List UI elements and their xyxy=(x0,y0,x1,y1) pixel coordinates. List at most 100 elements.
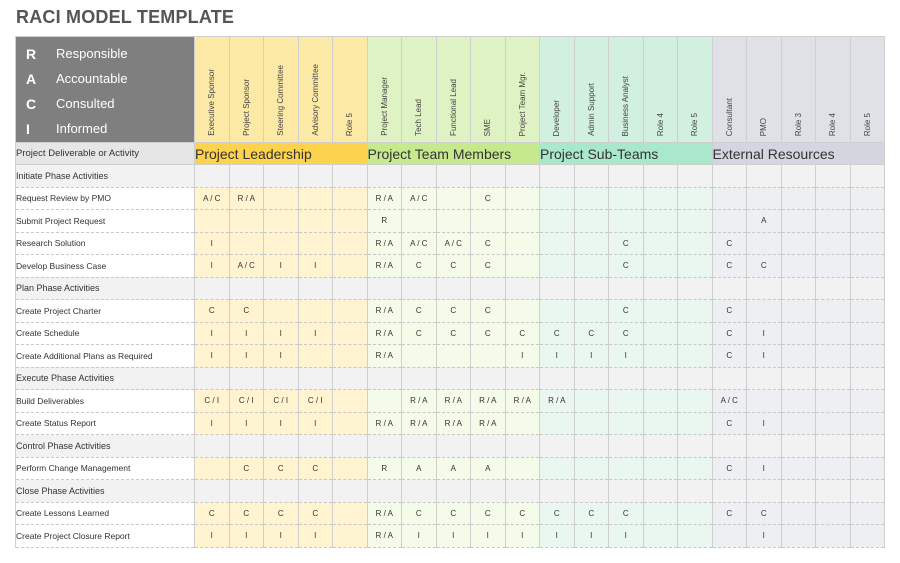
raci-cell xyxy=(332,501,368,525)
phase-cell xyxy=(677,164,713,188)
raci-cell xyxy=(815,524,851,548)
phase-cell xyxy=(815,276,851,300)
raci-cell xyxy=(780,344,816,368)
raci-cell xyxy=(815,186,851,210)
phase-cell xyxy=(711,276,747,300)
raci-cell: C xyxy=(711,231,747,255)
phase-cell xyxy=(746,479,782,503)
raci-cell: C xyxy=(297,501,333,525)
phase-cell xyxy=(711,479,747,503)
phase-cell xyxy=(642,164,678,188)
phase-cell xyxy=(228,479,264,503)
raci-cell xyxy=(849,501,885,525)
legend-label: Accountable xyxy=(56,71,128,86)
role-header-label: Admin Support xyxy=(586,83,596,136)
legend-item: R Responsible xyxy=(26,41,194,66)
raci-cell: I xyxy=(608,344,644,368)
phase-cell xyxy=(815,366,851,390)
raci-cell: A / C xyxy=(435,231,471,255)
raci-cell xyxy=(504,299,540,323)
raci-cell xyxy=(504,231,540,255)
raci-cell xyxy=(297,186,333,210)
raci-cell: R / A xyxy=(401,411,437,435)
raci-cell: A / C xyxy=(228,254,264,278)
role-header: Role 3 xyxy=(780,36,816,143)
raci-cell xyxy=(849,186,885,210)
raci-cell xyxy=(711,186,747,210)
raci-cell xyxy=(504,254,540,278)
raci-cell xyxy=(435,344,471,368)
role-header-label: SME xyxy=(483,118,493,136)
raci-cell: I xyxy=(194,231,230,255)
raci-cell: C xyxy=(194,299,230,323)
raci-cell: C xyxy=(746,254,782,278)
raci-cell: R / A xyxy=(366,299,402,323)
raci-cell xyxy=(780,501,816,525)
raci-cell: I xyxy=(746,524,782,548)
group-header: Project Team Members xyxy=(366,142,540,165)
raci-cell xyxy=(539,231,575,255)
raci-table: R Responsible A Accountable C Consulted I Infor… xyxy=(15,36,885,548)
phase-cell xyxy=(677,276,713,300)
raci-cell xyxy=(849,411,885,435)
raci-cell: A / C xyxy=(194,186,230,210)
raci-cell: C xyxy=(746,501,782,525)
raci-cell xyxy=(332,524,368,548)
raci-cell: I xyxy=(573,524,609,548)
raci-cell: C xyxy=(711,344,747,368)
phase-cell xyxy=(642,434,678,458)
raci-cell: A / C xyxy=(401,231,437,255)
raci-cell: C xyxy=(711,501,747,525)
raci-cell xyxy=(504,456,540,480)
phase-cell xyxy=(194,164,230,188)
phase-label: Initiate Phase Activities xyxy=(15,164,195,188)
raci-cell: C xyxy=(470,501,506,525)
raci-cell: R xyxy=(366,209,402,233)
activity-label: Request Review by PMO xyxy=(15,186,195,210)
raci-cell: I xyxy=(228,524,264,548)
raci-cell xyxy=(539,456,575,480)
raci-cell: A xyxy=(746,209,782,233)
raci-cell: I xyxy=(746,456,782,480)
raci-cell: I xyxy=(504,344,540,368)
role-header-label: Consultant xyxy=(724,97,734,136)
raci-cell: C xyxy=(711,299,747,323)
raci-cell xyxy=(573,254,609,278)
raci-cell xyxy=(573,456,609,480)
raci-cell xyxy=(470,344,506,368)
raci-cell: R xyxy=(366,456,402,480)
role-header-label: Business Analyst xyxy=(621,75,631,136)
role-header: Role 5 xyxy=(677,36,713,143)
phase-cell xyxy=(263,434,299,458)
phase-row: Execute Phase Activities xyxy=(15,366,885,390)
raci-cell xyxy=(435,209,471,233)
phase-cell xyxy=(815,434,851,458)
phase-cell xyxy=(401,366,437,390)
raci-cell: R / A xyxy=(366,501,402,525)
phase-cell xyxy=(608,479,644,503)
phase-cell xyxy=(263,164,299,188)
raci-cell xyxy=(539,186,575,210)
phase-cell xyxy=(228,276,264,300)
raci-cell xyxy=(677,299,713,323)
phase-row: Plan Phase Activities xyxy=(15,276,885,300)
role-header: Consultant xyxy=(711,36,747,143)
raci-cell: I xyxy=(608,524,644,548)
raci-cell xyxy=(815,344,851,368)
role-header-label: Functional Lead xyxy=(448,79,458,136)
phase-cell xyxy=(677,479,713,503)
raci-cell xyxy=(642,231,678,255)
raci-cell xyxy=(815,254,851,278)
raci-cell: C / I xyxy=(228,389,264,413)
role-header: Steering Committee xyxy=(263,36,299,143)
raci-cell: C xyxy=(470,186,506,210)
phase-cell xyxy=(332,479,368,503)
legend-letter: I xyxy=(26,120,30,137)
legend: R Responsible A Accountable C Consulted I Infor… xyxy=(15,36,195,143)
raci-cell xyxy=(332,321,368,345)
raci-cell xyxy=(746,389,782,413)
phase-row: Initiate Phase Activities xyxy=(15,164,885,188)
